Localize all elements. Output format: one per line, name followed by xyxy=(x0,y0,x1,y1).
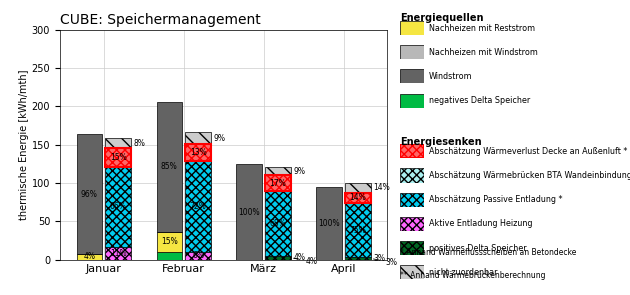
Bar xyxy=(265,175,291,191)
Text: * Anhand Wärmeflussscheiben an Betondecke: * Anhand Wärmeflussscheiben an Betondeck… xyxy=(400,248,576,257)
Bar xyxy=(185,132,211,144)
Bar xyxy=(316,187,342,260)
Text: 9%: 9% xyxy=(214,134,226,142)
Bar xyxy=(77,254,102,260)
Text: 100%: 100% xyxy=(238,208,260,217)
Bar xyxy=(265,167,291,175)
Text: ** Anhand Wärmebrückenberechnung: ** Anhand Wärmebrückenberechnung xyxy=(400,271,546,280)
Text: nicht zuordenbar: nicht zuordenbar xyxy=(429,268,498,277)
Text: 14%: 14% xyxy=(373,183,390,192)
Bar xyxy=(105,167,131,247)
Bar xyxy=(345,257,370,260)
Text: 85%: 85% xyxy=(161,162,178,171)
Text: 100%: 100% xyxy=(318,219,340,228)
Bar xyxy=(77,134,102,254)
Bar xyxy=(156,232,182,252)
Text: 15%: 15% xyxy=(161,237,178,246)
Text: CUBE: Speichermanagement: CUBE: Speichermanagement xyxy=(60,13,261,27)
Text: Energiesenken: Energiesenken xyxy=(400,137,482,147)
Text: 3%: 3% xyxy=(373,254,385,263)
Text: 15%: 15% xyxy=(110,153,127,162)
Y-axis label: thermische Energie [kWh/mth]: thermische Energie [kWh/mth] xyxy=(19,69,29,220)
Text: 13%: 13% xyxy=(190,148,207,157)
Bar xyxy=(345,203,370,257)
Text: 75%: 75% xyxy=(350,226,366,235)
Text: Energiequellen: Energiequellen xyxy=(400,13,484,23)
Text: Abschätzung Wärmeverlust Decke an Außenluft *: Abschätzung Wärmeverlust Decke an Außenl… xyxy=(429,147,627,156)
Bar xyxy=(236,165,262,260)
Bar xyxy=(105,138,131,148)
Text: Nachheizen mit Reststrom: Nachheizen mit Reststrom xyxy=(429,24,535,32)
Text: Aktive Entladung Heizung: Aktive Entladung Heizung xyxy=(429,219,532,228)
Text: 6%: 6% xyxy=(192,251,204,260)
Text: 4%: 4% xyxy=(293,253,305,262)
Bar xyxy=(265,191,291,256)
Text: Abschätzung Wärmebrücken BTA Wandeinbindung**: Abschätzung Wärmebrücken BTA Wandeinbind… xyxy=(429,171,630,180)
Text: positives Delta Speicher: positives Delta Speicher xyxy=(429,244,527,253)
Bar xyxy=(185,144,211,161)
Text: 68%: 68% xyxy=(270,219,287,228)
Text: 8%: 8% xyxy=(134,139,146,148)
Text: 4%: 4% xyxy=(83,253,95,261)
Bar xyxy=(156,101,182,232)
Bar xyxy=(185,252,211,260)
Bar xyxy=(185,161,211,252)
Bar xyxy=(156,252,182,260)
Text: Windstrom: Windstrom xyxy=(429,72,472,81)
Bar xyxy=(265,256,291,260)
Text: 9%: 9% xyxy=(293,166,305,176)
Bar xyxy=(345,183,370,193)
Text: 3%: 3% xyxy=(374,258,397,267)
Text: negatives Delta Speicher: negatives Delta Speicher xyxy=(429,96,530,105)
Text: 96%: 96% xyxy=(81,189,98,199)
Text: 4%: 4% xyxy=(294,257,317,266)
Text: Abschätzung Passive Entladung *: Abschätzung Passive Entladung * xyxy=(429,195,563,204)
Bar xyxy=(345,193,370,203)
Bar xyxy=(105,148,131,167)
Text: Nachheizen mit Windstrom: Nachheizen mit Windstrom xyxy=(429,48,538,57)
Text: 11%: 11% xyxy=(110,249,127,258)
Bar xyxy=(105,247,131,260)
Text: 72%: 72% xyxy=(190,202,207,211)
Text: 17%: 17% xyxy=(270,179,287,188)
Text: 66%: 66% xyxy=(110,202,127,211)
Text: 14%: 14% xyxy=(350,193,366,202)
